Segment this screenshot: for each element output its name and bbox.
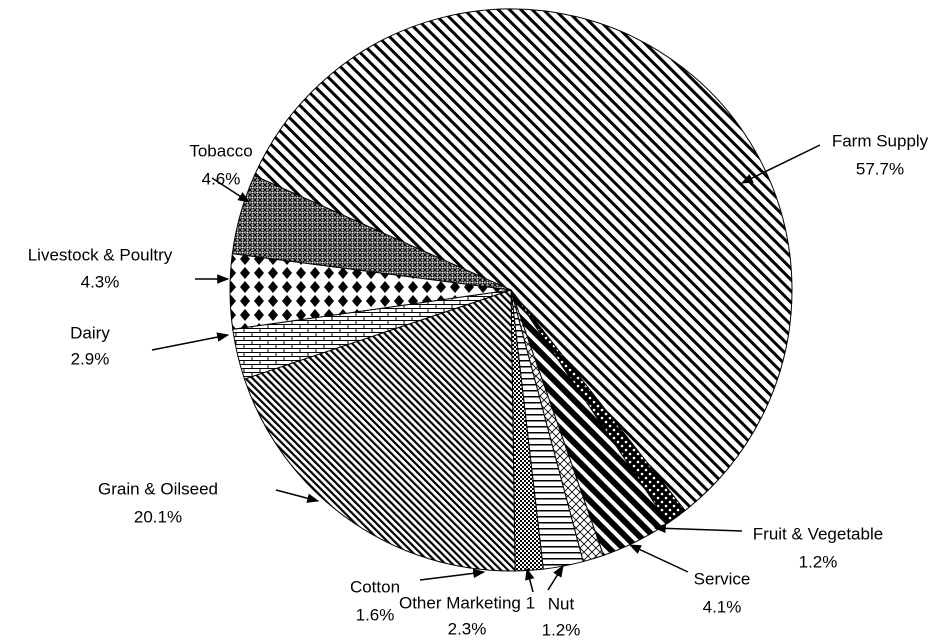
label-arrow (628, 544, 689, 573)
slice-value-label: 4.3% (81, 272, 120, 291)
slice-value-label: 20.1% (134, 507, 182, 526)
slice-value-label: 2.3% (448, 619, 487, 638)
label-arrow (419, 568, 486, 581)
slice-value-label: 4.6% (202, 169, 241, 188)
label-arrow (740, 144, 821, 184)
slice-label: Other Marketing 1 (399, 593, 535, 612)
slice-value-label: 4.1% (703, 597, 742, 616)
slice-label: Grain & Oilseed (98, 479, 218, 498)
slice-label: Farm Supply (832, 131, 929, 150)
label-arrow (275, 489, 320, 503)
slice-value-label: 1.2% (542, 620, 581, 639)
pie-slice (253, 8, 793, 512)
pie-slice (231, 175, 512, 291)
label-arrow (525, 567, 535, 593)
label-arrow (653, 523, 743, 534)
label-arrow (547, 564, 564, 591)
slice-label: Cotton (350, 577, 400, 596)
slice-label: Nut (548, 594, 575, 613)
slice-value-label: 1.6% (356, 605, 395, 624)
slice-label: Livestock & Poultry (28, 245, 173, 264)
slice-label: Tobacco (189, 141, 252, 160)
slice-label: Dairy (70, 323, 110, 342)
slice-label: Service (694, 569, 751, 588)
label-arrow (211, 177, 251, 203)
slice-value-label: 1.2% (799, 552, 838, 571)
slice-label: Fruit & Vegetable (753, 524, 883, 543)
slice-value-label: 2.9% (71, 349, 110, 368)
label-arrow (151, 332, 230, 351)
slice-value-label: 57.7% (856, 159, 904, 178)
